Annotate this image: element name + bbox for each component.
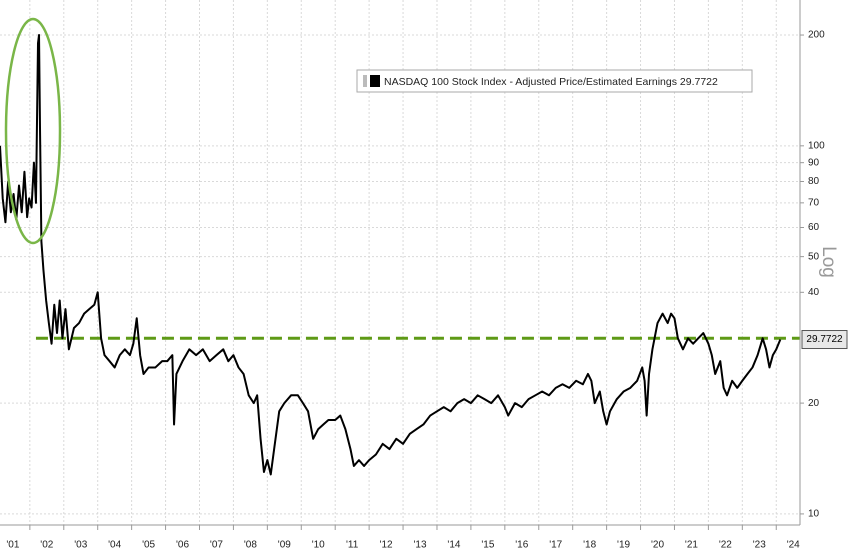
x-tick-label: '05 [142, 540, 155, 551]
grid [0, 0, 800, 525]
legend-handle [363, 75, 367, 87]
x-tick-label: '16 [515, 540, 528, 551]
y-tick-label: 200 [808, 30, 825, 41]
x-tick-label: '02 [40, 540, 53, 551]
x-tick-label: '22 [719, 540, 732, 551]
y-tick-label: 60 [808, 222, 820, 233]
x-tick-label: '15 [481, 540, 494, 551]
x-tick-label: '24 [787, 540, 800, 551]
plot [0, 34, 800, 476]
x-tick-label: '12 [380, 540, 393, 551]
y-tick-label: 20 [808, 398, 820, 409]
x-tick-label: '17 [549, 540, 562, 551]
y-tick-label: 10 [808, 509, 820, 520]
x-tick-label: '11 [346, 540, 359, 551]
x-tick-label: '13 [413, 540, 426, 551]
y-tick-label: 90 [808, 157, 820, 168]
series-line [0, 34, 782, 476]
legend-box [356, 69, 753, 93]
x-tick-label: '14 [447, 540, 460, 551]
y-tick-label: 70 [808, 197, 820, 208]
legend-swatch [370, 75, 380, 87]
x-tick-label: '08 [244, 540, 257, 551]
y-tick-label: 80 [808, 176, 820, 187]
x-tick-label: '10 [312, 540, 325, 551]
x-tick-label: '19 [617, 540, 630, 551]
scale-label: Log [818, 246, 839, 278]
x-tick-label: '18 [583, 540, 596, 551]
legend-series-name: NASDAQ 100 Stock Index - Adjusted Price/… [384, 76, 677, 88]
legend-last-value: 29.7722 [680, 76, 718, 88]
x-tick-label: '01 [6, 540, 19, 551]
x-tick-label: '23 [753, 540, 766, 551]
legend: NASDAQ 100 Stock Index - Adjusted Price/… [356, 69, 753, 93]
x-tick-label: '06 [176, 540, 189, 551]
x-tick-label: '09 [278, 540, 291, 551]
y-tick-label: 50 [808, 251, 820, 262]
x-tick-label: '21 [685, 540, 698, 551]
legend-label: NASDAQ 100 Stock Index - Adjusted Price/… [384, 76, 718, 88]
last-value-box [801, 330, 848, 350]
x-tick-label: '07 [210, 540, 223, 551]
y-tick-label: 100 [808, 140, 825, 151]
x-tick-label: '20 [651, 540, 664, 551]
highlight-ellipse [4, 17, 62, 245]
x-tick-label: '03 [74, 540, 87, 551]
x-tick-label: '04 [108, 540, 121, 551]
last-value-label: 29.7722 [806, 334, 843, 345]
y-tick-label: 40 [808, 287, 820, 298]
axes: 10 20 40 50 60 70 80 90 100 200 '01 '02 '03 '04 '05 '06… [6, 30, 848, 551]
